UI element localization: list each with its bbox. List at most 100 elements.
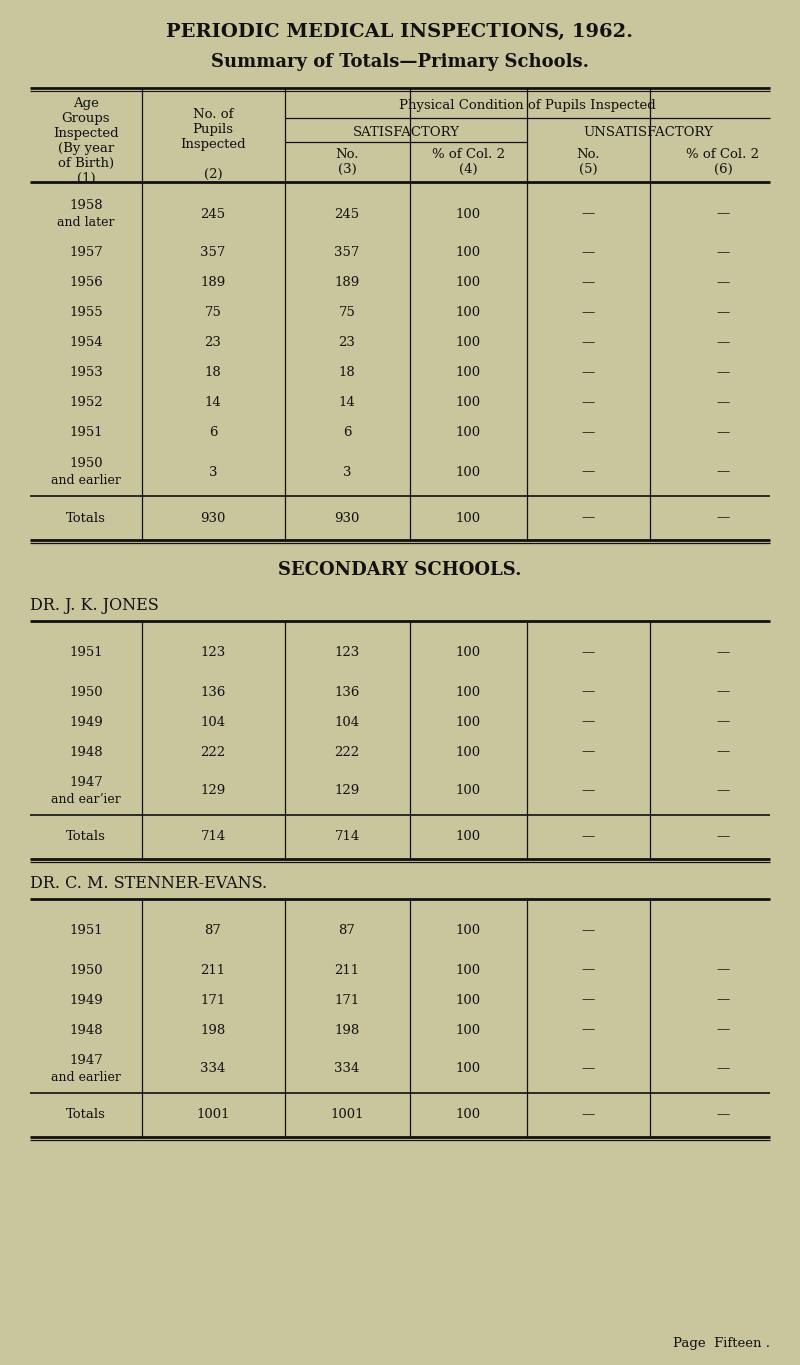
Text: 100: 100: [455, 1024, 481, 1036]
Text: Physical Condition of Pupils Inspected: Physical Condition of Pupils Inspected: [399, 100, 656, 112]
Text: 18: 18: [205, 366, 222, 379]
Text: DR. J. K. JONES: DR. J. K. JONES: [30, 597, 158, 613]
Text: —: —: [716, 337, 730, 349]
Text: —: —: [582, 396, 594, 410]
Text: —: —: [716, 396, 730, 410]
Text: 357: 357: [200, 247, 226, 259]
Text: Summary of Totals—Primary Schools.: Summary of Totals—Primary Schools.: [211, 53, 589, 71]
Text: PERIODIC MEDICAL INSPECTIONS, 1962.: PERIODIC MEDICAL INSPECTIONS, 1962.: [166, 23, 634, 41]
Text: —: —: [582, 426, 594, 440]
Text: 100: 100: [455, 647, 481, 659]
Text: No.: No.: [335, 147, 358, 161]
Text: 714: 714: [200, 830, 226, 844]
Text: 1001: 1001: [330, 1108, 364, 1122]
Text: and later: and later: [58, 216, 114, 229]
Text: —: —: [716, 830, 730, 844]
Text: 1951: 1951: [69, 647, 103, 659]
Text: 1948: 1948: [69, 745, 103, 759]
Text: 100: 100: [455, 964, 481, 976]
Text: 1956: 1956: [69, 277, 103, 289]
Text: —: —: [716, 1024, 730, 1036]
Text: 1947: 1947: [69, 1054, 103, 1067]
Text: 222: 222: [334, 745, 359, 759]
Text: —: —: [582, 830, 594, 844]
Text: —: —: [716, 247, 730, 259]
Text: —: —: [716, 512, 730, 524]
Text: —: —: [582, 994, 594, 1006]
Text: 100: 100: [455, 1062, 481, 1076]
Text: 14: 14: [205, 396, 222, 410]
Text: 1951: 1951: [69, 924, 103, 938]
Text: 100: 100: [455, 307, 481, 319]
Text: 100: 100: [455, 396, 481, 410]
Text: —: —: [582, 715, 594, 729]
Text: 1951: 1951: [69, 426, 103, 440]
Text: —: —: [716, 715, 730, 729]
Text: —: —: [582, 207, 594, 221]
Text: —: —: [716, 366, 730, 379]
Text: 1957: 1957: [69, 247, 103, 259]
Text: —: —: [716, 307, 730, 319]
Text: —: —: [582, 1024, 594, 1036]
Text: 100: 100: [455, 337, 481, 349]
Text: 1952: 1952: [69, 396, 103, 410]
Text: 1953: 1953: [69, 366, 103, 379]
Text: 100: 100: [455, 924, 481, 938]
Text: —: —: [716, 1062, 730, 1076]
Text: —: —: [582, 964, 594, 976]
Text: 100: 100: [455, 426, 481, 440]
Text: (4): (4): [458, 162, 478, 176]
Text: —: —: [582, 247, 594, 259]
Text: —: —: [582, 785, 594, 797]
Text: 211: 211: [201, 964, 226, 976]
Text: 100: 100: [455, 830, 481, 844]
Text: and earlier: and earlier: [51, 1072, 121, 1084]
Text: Page  Fifteen .: Page Fifteen .: [673, 1336, 770, 1350]
Text: 3: 3: [209, 465, 218, 479]
Text: (5): (5): [578, 162, 598, 176]
Text: and earʼier: and earʼier: [51, 793, 121, 807]
Text: 1954: 1954: [69, 337, 103, 349]
Text: 123: 123: [200, 647, 226, 659]
Text: 100: 100: [455, 247, 481, 259]
Text: 189: 189: [334, 277, 360, 289]
Text: 222: 222: [201, 745, 226, 759]
Text: 171: 171: [334, 994, 360, 1006]
Text: —: —: [716, 426, 730, 440]
Text: —: —: [582, 924, 594, 938]
Text: 245: 245: [201, 207, 226, 221]
Text: 1950: 1950: [69, 964, 103, 976]
Text: 930: 930: [200, 512, 226, 524]
Text: No. of
Pupils
Inspected

(2): No. of Pupils Inspected (2): [180, 108, 246, 182]
Text: 1958: 1958: [69, 199, 103, 213]
Text: 18: 18: [338, 366, 355, 379]
Text: —: —: [582, 465, 594, 479]
Text: 129: 129: [334, 785, 360, 797]
Text: 100: 100: [455, 366, 481, 379]
Text: No.: No.: [576, 147, 600, 161]
Text: 357: 357: [334, 247, 360, 259]
Text: UNSATISFACTORY: UNSATISFACTORY: [583, 126, 714, 138]
Text: 75: 75: [338, 307, 355, 319]
Text: 1948: 1948: [69, 1024, 103, 1036]
Text: % of Col. 2: % of Col. 2: [431, 147, 505, 161]
Text: 334: 334: [200, 1062, 226, 1076]
Text: 3: 3: [342, 465, 351, 479]
Text: Totals: Totals: [66, 830, 106, 844]
Text: 136: 136: [334, 685, 360, 699]
Text: —: —: [582, 307, 594, 319]
Text: —: —: [716, 465, 730, 479]
Text: 100: 100: [455, 465, 481, 479]
Text: SECONDARY SCHOOLS.: SECONDARY SCHOOLS.: [278, 561, 522, 579]
Text: (6): (6): [714, 162, 732, 176]
Text: —: —: [582, 685, 594, 699]
Text: —: —: [716, 685, 730, 699]
Text: 87: 87: [338, 924, 355, 938]
Text: Age
Groups
Inspected
(By year
of Birth)
(1): Age Groups Inspected (By year of Birth) …: [53, 97, 119, 186]
Text: Totals: Totals: [66, 512, 106, 524]
Text: —: —: [716, 277, 730, 289]
Text: 23: 23: [205, 337, 222, 349]
Text: —: —: [582, 745, 594, 759]
Text: 6: 6: [209, 426, 218, 440]
Text: 714: 714: [334, 830, 360, 844]
